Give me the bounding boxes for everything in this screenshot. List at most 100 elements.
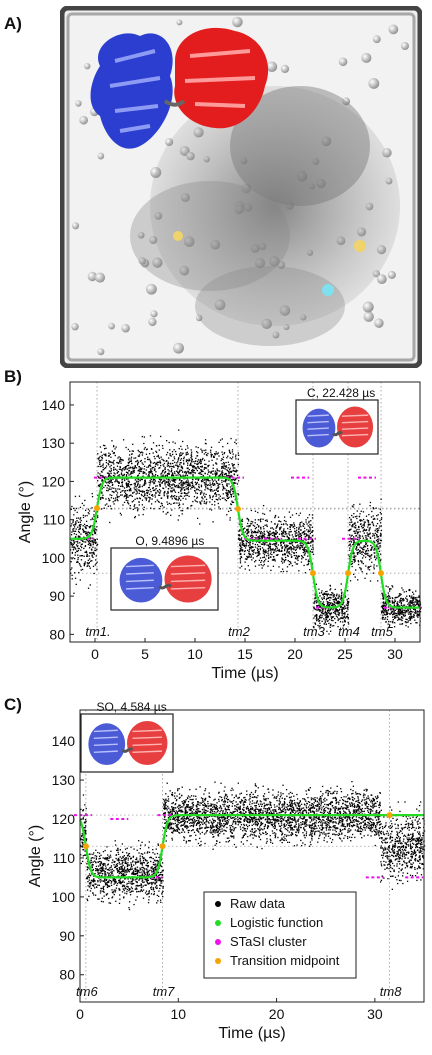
raw-data-point (411, 616, 412, 617)
raw-data-point (319, 592, 320, 593)
raw-data-point (117, 475, 118, 476)
raw-data-point (82, 861, 83, 862)
raw-data-point (301, 521, 302, 522)
raw-data-point (154, 458, 155, 459)
raw-data-point (202, 452, 203, 453)
raw-data-point (125, 857, 126, 858)
raw-data-point (353, 536, 354, 537)
raw-data-point (212, 479, 213, 480)
raw-data-point (106, 465, 107, 466)
raw-data-point (108, 874, 109, 875)
raw-data-point (80, 566, 81, 567)
raw-data-point (86, 539, 87, 540)
raw-data-point (136, 486, 137, 487)
raw-data-point (143, 885, 144, 886)
raw-data-point (141, 495, 142, 496)
raw-data-point (166, 493, 167, 494)
raw-data-point (178, 492, 179, 493)
raw-data-point (108, 490, 109, 491)
raw-data-point (173, 496, 174, 497)
transition-label: tm4 (338, 624, 360, 639)
raw-data-point (411, 617, 412, 618)
raw-data-point (112, 875, 113, 876)
raw-data-point (174, 502, 175, 503)
raw-data-point (331, 592, 332, 593)
raw-data-point (397, 601, 398, 602)
raw-data-point (229, 475, 230, 476)
raw-data-point (132, 496, 133, 497)
raw-data-point (125, 467, 126, 468)
raw-data-point (157, 485, 158, 486)
raw-data-point (136, 481, 137, 482)
raw-data-point (356, 550, 357, 551)
raw-data-point (162, 464, 163, 465)
raw-data-point (411, 600, 412, 601)
raw-data-point (135, 479, 136, 480)
raw-data-point (77, 541, 78, 542)
raw-data-point (348, 545, 349, 546)
raw-data-point (107, 893, 108, 894)
raw-data-point (370, 558, 371, 559)
raw-data-point (118, 496, 119, 497)
raw-data-point (405, 625, 406, 626)
raw-data-point (98, 865, 99, 866)
raw-data-point (291, 551, 292, 552)
raw-data-point (376, 525, 377, 526)
raw-data-point (75, 531, 76, 532)
raw-data-point (153, 490, 154, 491)
raw-data-point (133, 872, 134, 873)
raw-data-point (329, 600, 330, 601)
raw-data-point (80, 579, 81, 580)
raw-data-point (117, 496, 118, 497)
raw-data-point (202, 471, 203, 472)
raw-data-point (301, 561, 302, 562)
raw-data-point (384, 619, 385, 620)
raw-data-point (108, 481, 109, 482)
raw-data-point (307, 534, 308, 535)
raw-data-point (367, 534, 368, 535)
raw-data-point (205, 464, 206, 465)
raw-data-point (309, 542, 310, 543)
raw-data-point (187, 447, 188, 448)
raw-data-point (168, 465, 169, 466)
raw-data-point (97, 476, 98, 477)
raw-data-point (353, 504, 354, 505)
raw-data-point (313, 548, 314, 549)
raw-data-point (294, 562, 295, 563)
raw-data-point (139, 885, 140, 886)
raw-data-point (127, 468, 128, 469)
raw-data-point (255, 544, 256, 545)
raw-data-point (185, 495, 186, 496)
raw-data-point (162, 448, 163, 449)
raw-data-point (298, 532, 299, 533)
raw-data-point (386, 604, 387, 605)
raw-data-point (363, 547, 364, 548)
raw-data-point (234, 479, 235, 480)
raw-data-point (84, 564, 85, 565)
raw-data-point (359, 516, 360, 517)
raw-data-point (147, 457, 148, 458)
raw-data-point (97, 453, 98, 454)
raw-data-point (198, 484, 199, 485)
x-tick-label: 0 (91, 646, 99, 662)
raw-data-point (101, 471, 102, 472)
raw-data-point (146, 449, 147, 450)
raw-data-point (326, 616, 327, 617)
raw-data-point (155, 471, 156, 472)
raw-data-point (280, 571, 281, 572)
raw-data-point (194, 499, 195, 500)
raw-data-point (334, 618, 335, 619)
raw-data-point (197, 501, 198, 502)
raw-data-point (309, 561, 310, 562)
raw-data-point (198, 447, 199, 448)
raw-data-point (232, 493, 233, 494)
raw-data-point (303, 544, 304, 545)
raw-data-point (258, 546, 259, 547)
raw-data-point (89, 883, 90, 884)
raw-data-point (140, 461, 141, 462)
raw-data-point (273, 551, 274, 552)
raw-data-point (249, 542, 250, 543)
raw-data-point (338, 618, 339, 619)
raw-data-point (167, 512, 168, 513)
raw-data-point (122, 475, 123, 476)
